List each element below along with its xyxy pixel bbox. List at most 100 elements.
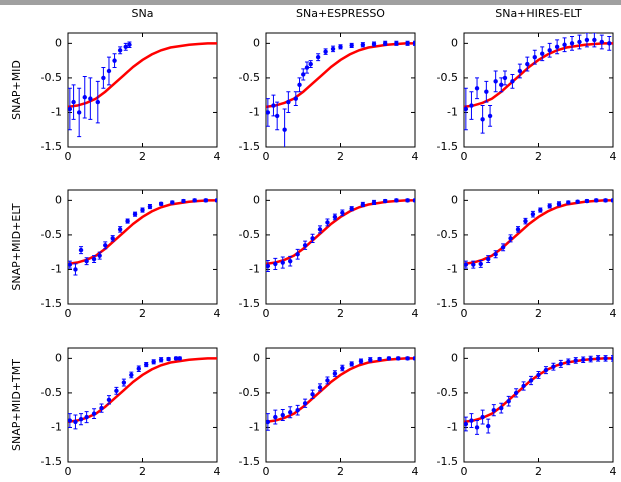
data-point (151, 359, 156, 365)
data-point (547, 48, 552, 53)
x-tick-label: 0 (461, 307, 468, 320)
data-point (360, 202, 366, 207)
plot-area (265, 189, 416, 305)
data-point (540, 51, 545, 56)
plot-content (266, 356, 415, 431)
x-tick-label: 0 (263, 465, 270, 478)
data-point (405, 356, 410, 361)
data-point (78, 247, 84, 253)
data-point (295, 252, 300, 257)
x-tick-label: 4 (214, 150, 221, 163)
plot-area (67, 189, 218, 305)
data-point (286, 99, 291, 105)
data-point (405, 41, 410, 46)
plot-content (68, 198, 217, 276)
plot-area (463, 32, 614, 148)
data-point (302, 401, 308, 406)
data-point (594, 198, 599, 203)
x-tick-label: 4 (610, 150, 617, 163)
plot-content (68, 356, 217, 430)
data-point (91, 411, 97, 416)
plot-content (464, 355, 613, 435)
row-label: SNAP+MID+TMT (10, 359, 23, 451)
y-tick-label: -1.5 (41, 297, 62, 310)
data-point (106, 397, 112, 403)
y-tick-label: -1 (51, 420, 62, 433)
row-label: SNAP+MID+ELT (10, 203, 23, 291)
data-point (315, 54, 321, 60)
data-point (577, 39, 582, 45)
data-point (68, 418, 73, 423)
data-point (536, 372, 541, 378)
data-point (301, 72, 306, 77)
x-tick-label: 4 (610, 465, 617, 478)
data-point (123, 44, 128, 50)
data-point (469, 418, 474, 423)
data-point (95, 99, 101, 105)
x-tick-label: 2 (535, 150, 542, 163)
data-point (521, 383, 526, 389)
y-tick-label: -1.5 (41, 140, 62, 153)
data-point (103, 243, 108, 248)
y-tick-label: 0 (253, 36, 260, 49)
plot-area (67, 347, 218, 463)
data-point (383, 198, 388, 204)
data-point (484, 89, 489, 94)
data-point (158, 201, 164, 207)
data-point (551, 364, 556, 369)
y-tick-label: -0.5 (437, 228, 458, 241)
model-curve (464, 42, 613, 109)
data-point (532, 54, 537, 60)
data-point (573, 358, 578, 363)
x-tick-label: 4 (214, 465, 221, 478)
y-tick-label: 0 (253, 193, 260, 206)
x-tick-label: 4 (214, 307, 221, 320)
y-tick-label: -1.5 (239, 140, 260, 153)
y-tick-label: -1.5 (239, 455, 260, 468)
data-point (170, 200, 175, 205)
x-tick-label: 0 (263, 307, 270, 320)
x-tick-label: 4 (610, 307, 617, 320)
data-point (112, 58, 117, 63)
data-point (510, 79, 515, 84)
y-tick-label: -1.5 (437, 455, 458, 468)
column-title: SNa (132, 7, 154, 20)
data-point (288, 410, 293, 415)
data-point (293, 96, 298, 101)
data-point (78, 416, 84, 422)
error-bar (413, 40, 415, 46)
x-tick-label: 2 (535, 465, 542, 478)
x-tick-label: 2 (337, 150, 344, 163)
plot-area (463, 189, 614, 305)
data-point (114, 388, 119, 394)
y-tick-label: -1.5 (437, 140, 458, 153)
data-point (486, 256, 491, 262)
data-point (493, 252, 498, 257)
y-tick-label: -0.5 (41, 71, 62, 84)
data-point (332, 371, 338, 376)
data-point (308, 61, 313, 67)
data-point (173, 356, 179, 361)
model-curve (68, 199, 217, 266)
y-tick-label: -0.5 (239, 228, 260, 241)
x-tick-label: 4 (412, 465, 419, 478)
data-point (349, 361, 354, 367)
data-point (273, 414, 278, 420)
data-point (192, 198, 197, 203)
x-tick-label: 4 (412, 307, 419, 320)
data-point (581, 357, 586, 362)
y-tick-label: -0.5 (239, 71, 260, 84)
y-tick-label: -1 (447, 105, 458, 118)
y-tick-label: -1 (447, 262, 458, 275)
x-tick-label: 2 (139, 150, 146, 163)
data-point (280, 260, 285, 265)
x-tick-label: 0 (263, 150, 270, 163)
data-point (584, 37, 590, 43)
data-point (464, 421, 469, 427)
x-tick-label: 0 (65, 307, 72, 320)
data-point (325, 378, 330, 383)
y-tick-label: 0 (55, 36, 62, 49)
row-label: SNAP+MID (10, 60, 23, 120)
